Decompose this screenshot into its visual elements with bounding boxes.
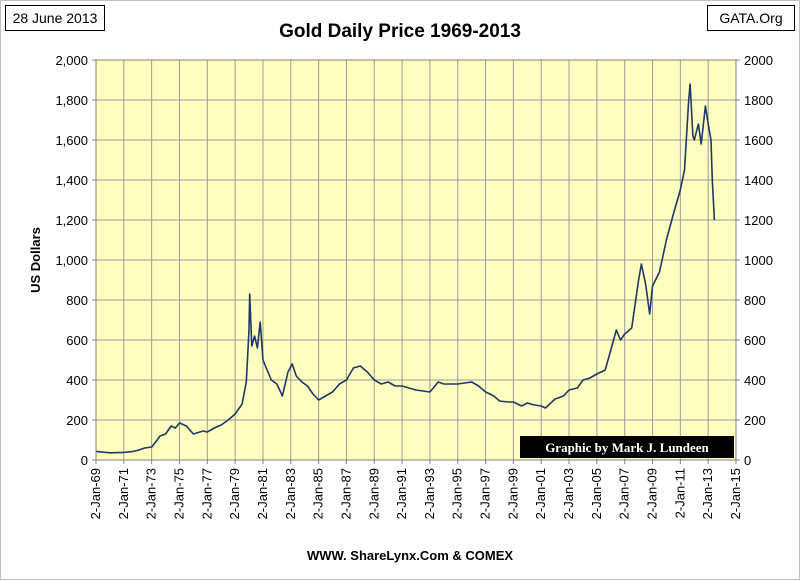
- x-tick-label: 2-Jan-03: [561, 468, 576, 519]
- y-tick-label-right: 1600: [744, 133, 773, 148]
- y-tick-label-left: 400: [66, 373, 88, 388]
- y-tick-label-left: 1,800: [55, 93, 88, 108]
- y-tick-label-left: 1,400: [55, 173, 88, 188]
- chart-title: Gold Daily Price 1969-2013: [279, 21, 521, 42]
- x-tick-label: 2-Jan-11: [672, 468, 687, 518]
- x-tick-label: 2-Jan-77: [199, 468, 214, 519]
- x-tick-label: 2-Jan-13: [700, 468, 715, 519]
- y-tick-label-left: 600: [66, 333, 88, 348]
- series-line: [95, 83, 716, 454]
- x-axis-label: WWW. ShareLynx.Com & COMEX: [307, 548, 513, 563]
- y-tick-label-left: 1,200: [55, 213, 88, 228]
- y-axis-left: 0 200 400 600 800 1,000 1,200 1,400 1,600 1,800 2,…: [55, 53, 96, 468]
- x-tick-label: 2-Jan-93: [422, 468, 437, 519]
- x-tick-label: 2-Jan-79: [227, 468, 242, 519]
- y-tick-label-left: 0: [81, 453, 88, 468]
- source-label: GATA.Org: [707, 5, 795, 31]
- y-tick-label-left: 1,600: [55, 133, 88, 148]
- y-tick-label-right: 1200: [744, 213, 773, 228]
- x-tick-label: 2-Jan-95: [450, 468, 465, 519]
- x-tick-label: 2-Jan-81: [255, 468, 270, 519]
- y-tick-label-right: 1800: [744, 93, 773, 108]
- series-layer: [95, 83, 716, 454]
- x-tick-label: 2-Jan-97: [478, 468, 493, 519]
- x-tick-label: 2-Jan-09: [645, 468, 660, 519]
- x-tick-label: 2-Jan-87: [338, 468, 353, 519]
- x-tick-label: 2-Jan-89: [366, 468, 381, 519]
- y-tick-label-left: 1,000: [55, 253, 88, 268]
- x-tick-label: 2-Jan-75: [171, 468, 186, 519]
- x-axis: 2-Jan-69 2-Jan-71 2-Jan-73 2-Jan-75 2-Jan-77…: [88, 460, 743, 519]
- x-tick-label: 2-Jan-85: [311, 468, 326, 519]
- x-tick-label: 2-Jan-01: [533, 468, 548, 519]
- y-tick-label-left: 800: [66, 293, 88, 308]
- date-label: 28 June 2013: [5, 5, 105, 31]
- x-tick-label: 2-Jan-69: [88, 468, 103, 519]
- credit-text: Graphic by Mark J. Lundeen: [545, 440, 709, 455]
- y-tick-label-right: 200: [744, 413, 766, 428]
- y-tick-label-right: 0: [744, 453, 751, 468]
- y-tick-label-left: 2,000: [55, 53, 88, 68]
- credit-box: [520, 436, 734, 458]
- x-tick-label: 2-Jan-83: [283, 468, 298, 519]
- x-tick-label: 2-Jan-99: [505, 468, 520, 519]
- x-tick-label: 2-Jan-05: [589, 468, 604, 519]
- y-tick-label-right: 400: [744, 373, 766, 388]
- y-tick-label-right: 800: [744, 293, 766, 308]
- x-tick-label: 2-Jan-71: [116, 468, 131, 519]
- grid-lines: [96, 60, 736, 460]
- y-tick-label-right: 600: [744, 333, 766, 348]
- y-tick-label-left: 200: [66, 413, 88, 428]
- y-axis-right: 0 200 400 600 800 1000 1200 1400 1600 1800 2000: [736, 53, 773, 468]
- y-tick-label-right: 1000: [744, 253, 773, 268]
- y-tick-label-right: 2000: [744, 53, 773, 68]
- x-tick-label: 2-Jan-07: [617, 468, 632, 519]
- x-tick-label: 2-Jan-73: [144, 468, 159, 519]
- x-tick-label: 2-Jan-15: [728, 468, 743, 519]
- x-tick-label: 2-Jan-91: [394, 468, 409, 519]
- y-axis-label: US Dollars: [28, 227, 43, 293]
- y-tick-label-right: 1400: [744, 173, 773, 188]
